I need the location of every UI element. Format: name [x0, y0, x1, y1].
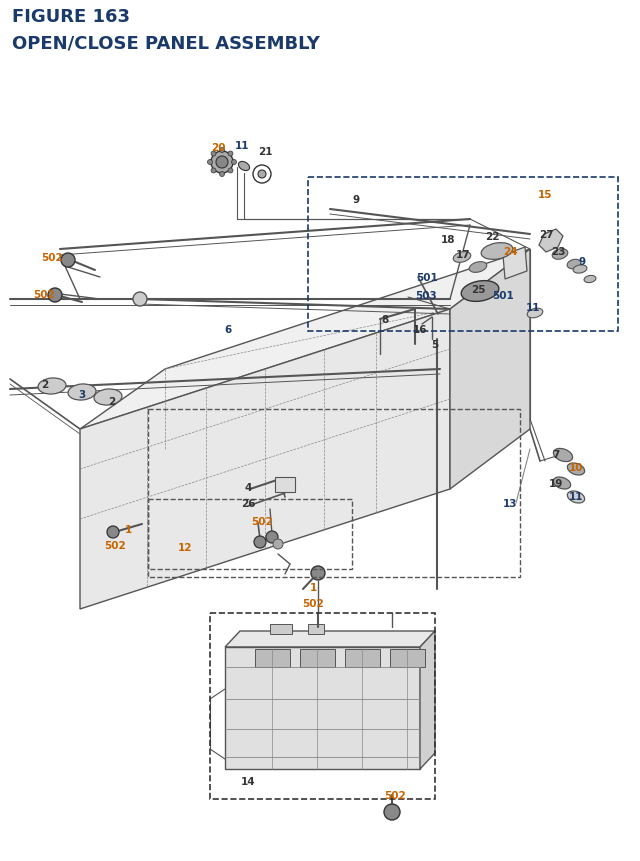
Ellipse shape	[554, 449, 573, 462]
Bar	[148, 410, 520, 578]
Ellipse shape	[453, 252, 471, 263]
Ellipse shape	[584, 276, 596, 283]
Polygon shape	[80, 310, 450, 610]
Ellipse shape	[68, 385, 96, 400]
Text: 501: 501	[416, 273, 438, 282]
Text: 502: 502	[251, 517, 273, 526]
Bar	[308, 177, 618, 331]
Bar	[270, 624, 292, 635]
Circle shape	[207, 160, 212, 165]
Circle shape	[311, 567, 325, 580]
Bar	[148, 499, 352, 569]
Circle shape	[258, 170, 266, 179]
Text: 3: 3	[78, 389, 86, 400]
Polygon shape	[450, 250, 530, 489]
Text: 14: 14	[241, 776, 255, 786]
Text: 27: 27	[539, 230, 554, 239]
Ellipse shape	[554, 478, 571, 489]
Bar	[390, 649, 425, 667]
Text: 18: 18	[441, 235, 455, 245]
Text: 9: 9	[353, 195, 360, 205]
Circle shape	[228, 152, 233, 157]
Text: 8: 8	[381, 314, 388, 325]
Circle shape	[232, 160, 237, 165]
Bar	[345, 649, 380, 667]
Ellipse shape	[94, 389, 122, 406]
Text: 23: 23	[551, 247, 565, 257]
Text: 2: 2	[108, 397, 116, 406]
Text: 13: 13	[503, 499, 517, 508]
Polygon shape	[539, 230, 563, 253]
Circle shape	[220, 172, 225, 177]
Ellipse shape	[481, 244, 513, 260]
Text: 26: 26	[241, 499, 255, 508]
Polygon shape	[80, 250, 530, 430]
Text: 15: 15	[538, 189, 552, 200]
Text: 1: 1	[124, 524, 132, 535]
Text: 16: 16	[413, 325, 428, 335]
Bar	[275, 478, 295, 492]
Circle shape	[133, 293, 147, 307]
Text: 1: 1	[309, 582, 317, 592]
Circle shape	[254, 536, 266, 548]
Circle shape	[211, 152, 233, 174]
Text: 11: 11	[525, 303, 540, 313]
Circle shape	[61, 254, 75, 268]
Ellipse shape	[527, 309, 543, 319]
Text: 502: 502	[33, 289, 55, 300]
Text: 22: 22	[484, 232, 499, 242]
Circle shape	[228, 169, 233, 174]
Text: 503: 503	[415, 291, 437, 300]
Text: 11: 11	[235, 141, 249, 151]
Text: 20: 20	[211, 143, 225, 152]
Circle shape	[211, 152, 216, 157]
Text: 9: 9	[579, 257, 586, 267]
Polygon shape	[420, 631, 435, 769]
Text: 6: 6	[225, 325, 232, 335]
Text: 2: 2	[42, 380, 49, 389]
Text: OPEN/CLOSE PANEL ASSEMBLY: OPEN/CLOSE PANEL ASSEMBLY	[12, 34, 320, 52]
Bar	[308, 624, 324, 635]
Polygon shape	[503, 248, 527, 280]
Text: 25: 25	[471, 285, 485, 294]
Bar	[300, 649, 335, 667]
Circle shape	[266, 531, 278, 543]
Ellipse shape	[38, 379, 66, 394]
Text: 502: 502	[384, 790, 406, 800]
Text: 19: 19	[549, 479, 563, 488]
Text: FIGURE 163: FIGURE 163	[12, 8, 130, 26]
Bar	[210, 613, 435, 799]
Ellipse shape	[552, 250, 568, 260]
Text: 501: 501	[492, 291, 514, 300]
Ellipse shape	[573, 265, 587, 274]
Text: 5: 5	[431, 339, 438, 350]
Text: 21: 21	[258, 147, 272, 157]
Ellipse shape	[461, 282, 499, 302]
Circle shape	[384, 804, 400, 820]
Ellipse shape	[567, 260, 581, 269]
Text: 24: 24	[502, 247, 517, 257]
Text: 502: 502	[104, 541, 126, 550]
Ellipse shape	[567, 492, 585, 504]
Circle shape	[220, 148, 225, 153]
Circle shape	[216, 157, 228, 169]
Text: 17: 17	[456, 250, 470, 260]
Ellipse shape	[239, 162, 250, 171]
Bar	[255, 649, 290, 667]
Circle shape	[211, 169, 216, 174]
Ellipse shape	[469, 263, 487, 273]
Text: 11: 11	[569, 492, 583, 501]
Text: 10: 10	[569, 462, 583, 473]
Text: 12: 12	[178, 542, 192, 553]
Polygon shape	[225, 647, 420, 769]
Polygon shape	[225, 631, 435, 647]
Text: 7: 7	[552, 449, 560, 460]
Circle shape	[273, 539, 283, 549]
Text: 502: 502	[302, 598, 324, 608]
Circle shape	[107, 526, 119, 538]
Text: 502: 502	[41, 253, 63, 263]
Text: 4: 4	[244, 482, 252, 492]
Circle shape	[48, 288, 62, 303]
Ellipse shape	[567, 463, 585, 475]
